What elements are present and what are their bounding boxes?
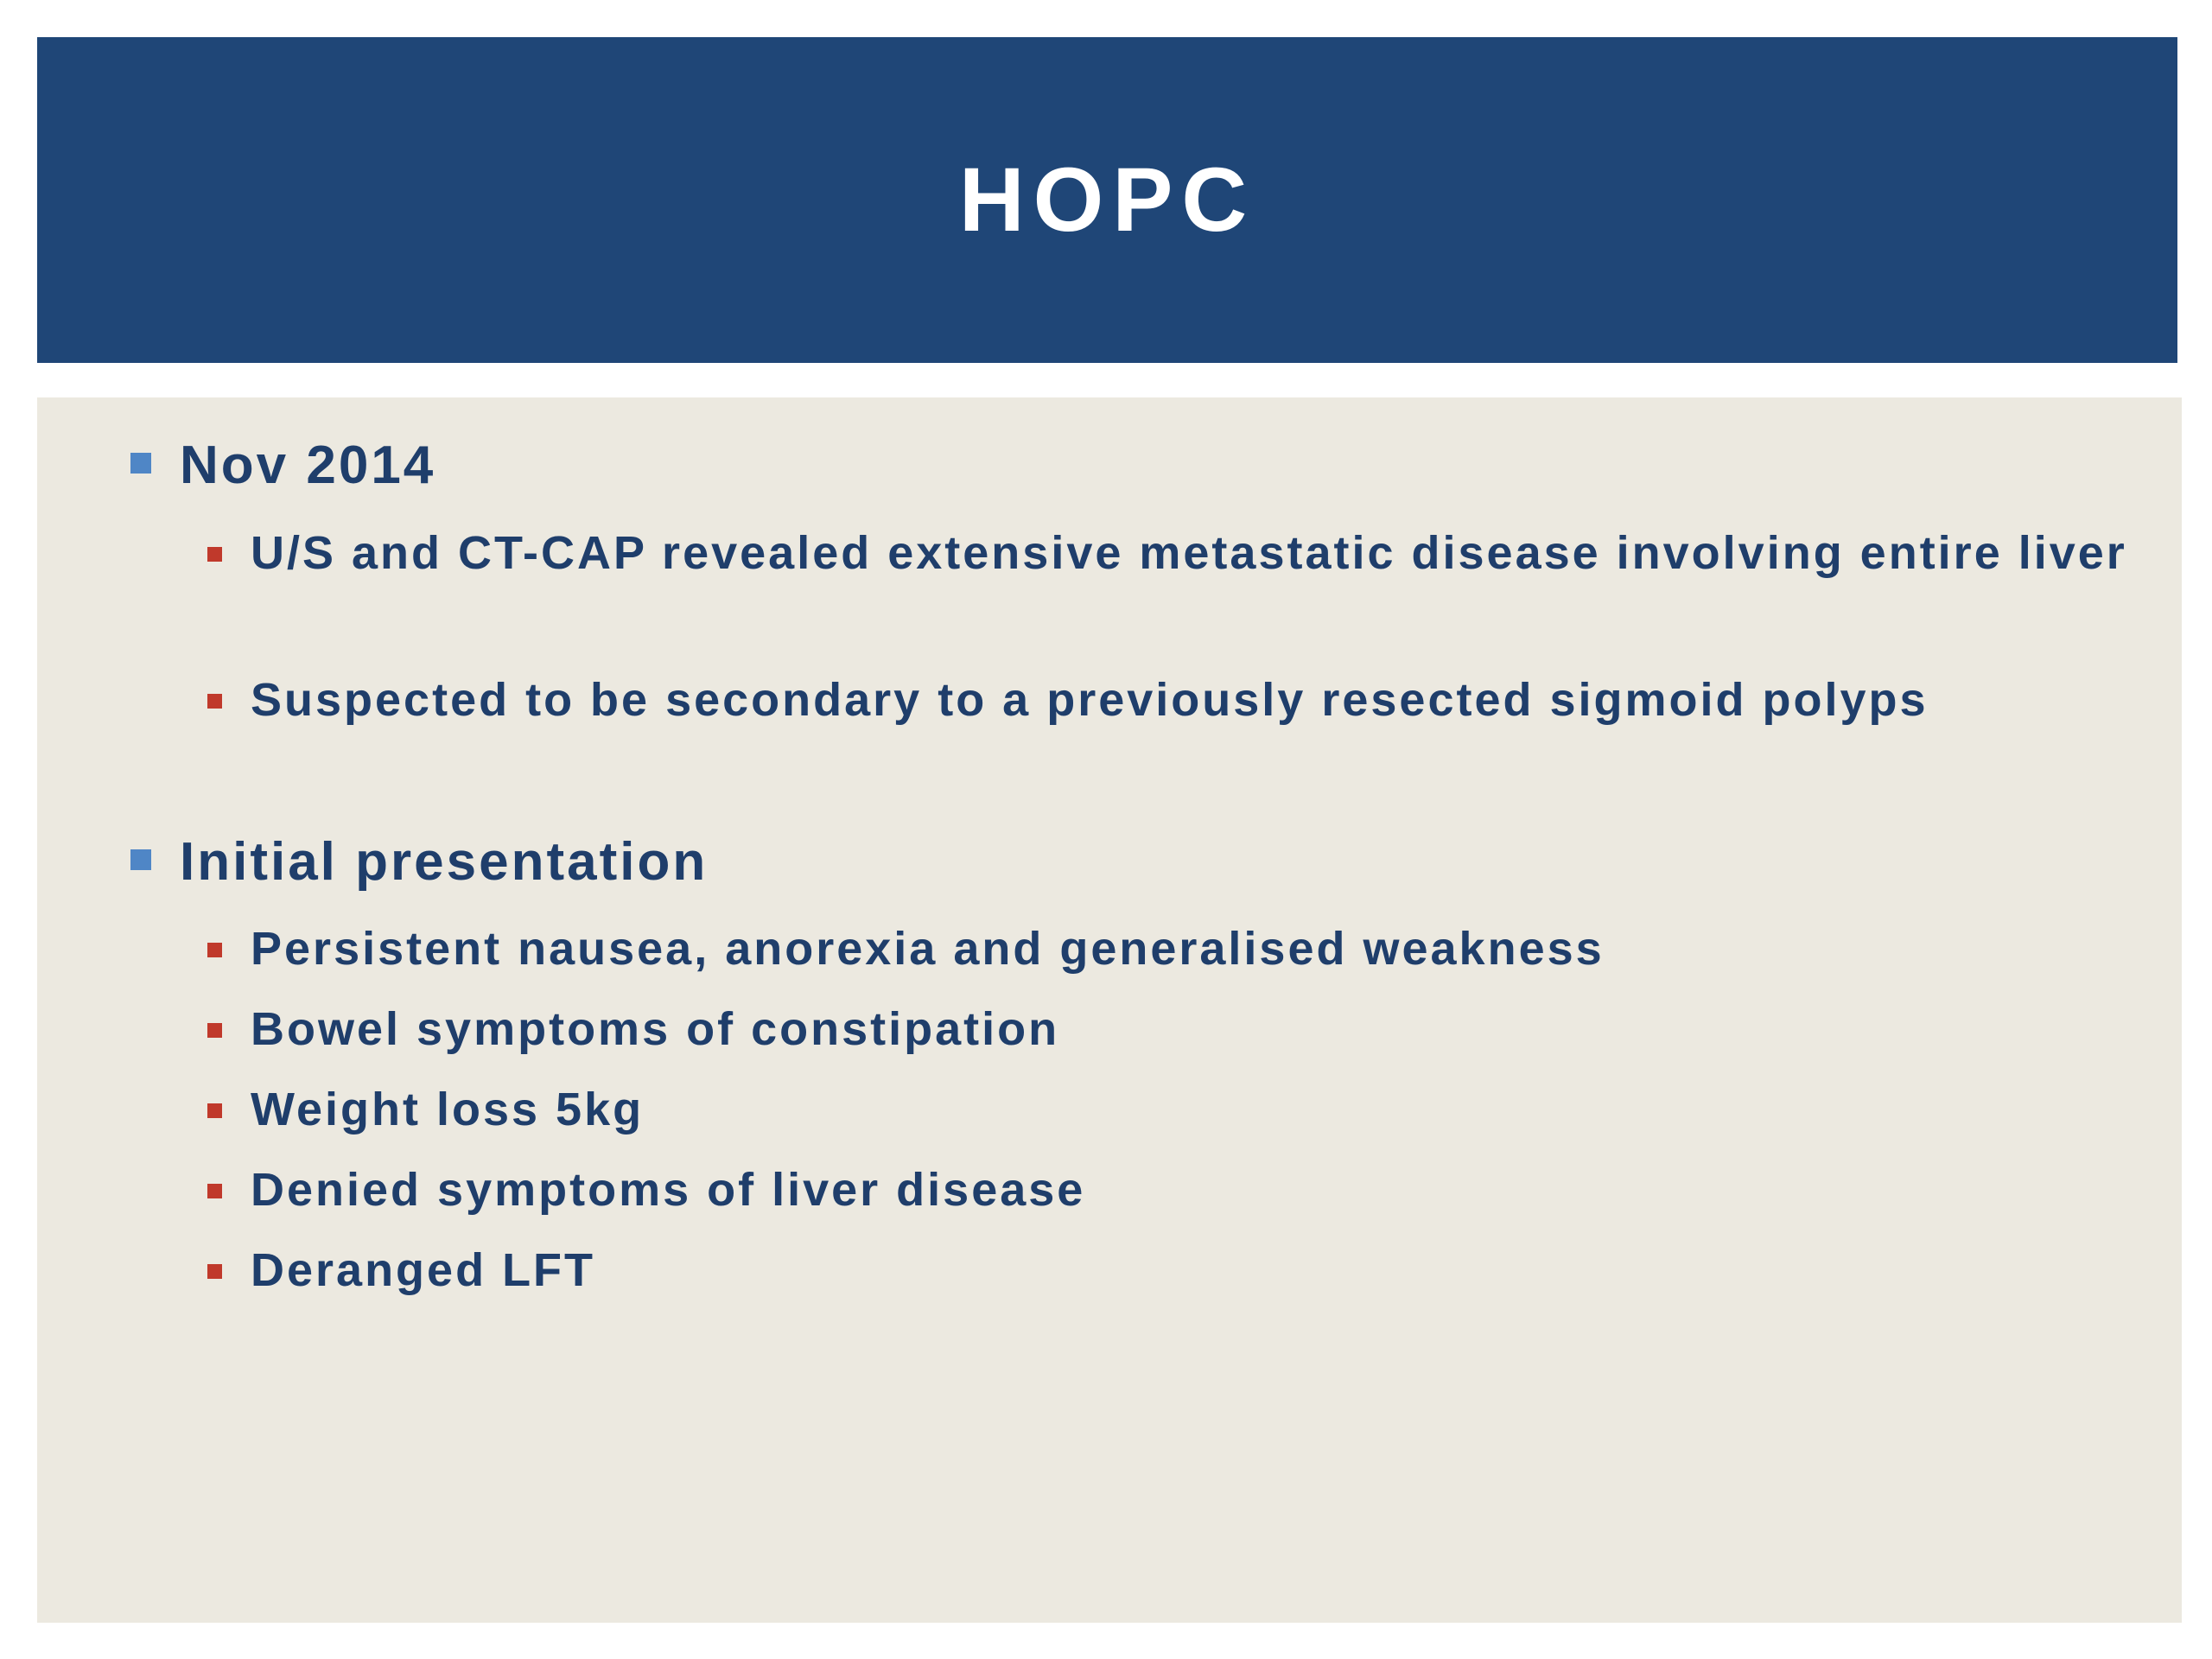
square-bullet-icon bbox=[207, 1023, 222, 1038]
square-bullet-icon bbox=[130, 453, 151, 474]
square-bullet-icon bbox=[207, 1103, 222, 1118]
title-band: HOPC bbox=[37, 37, 2177, 363]
square-bullet-icon bbox=[207, 694, 222, 709]
bullet-list: Nov 2014 U/S and CT-CAP revealed extensi… bbox=[37, 397, 2182, 1623]
section-heading-label: Nov 2014 bbox=[180, 435, 436, 495]
slide-title: HOPC bbox=[958, 149, 1256, 251]
list-item-label: Suspected to be secondary to a previousl… bbox=[251, 674, 1929, 726]
list-item-label: Denied symptoms of liver disease bbox=[251, 1164, 1086, 1216]
content-panel: Nov 2014 U/S and CT-CAP revealed extensi… bbox=[37, 397, 2182, 1623]
list-item-label: Bowel symptoms of constipation bbox=[251, 1003, 1060, 1055]
section-heading-label: Initial presentation bbox=[180, 832, 709, 892]
list-item-label: Weight loss 5kg bbox=[251, 1084, 645, 1135]
list-item-label: Deranged LFT bbox=[251, 1244, 596, 1296]
square-bullet-icon bbox=[207, 1184, 222, 1198]
list-item-label: U/S and CT-CAP revealed extensive metast… bbox=[251, 527, 2127, 579]
square-bullet-icon bbox=[130, 849, 151, 870]
list-item-label: Persistent nausea, anorexia and generali… bbox=[251, 923, 1605, 975]
square-bullet-icon bbox=[207, 943, 222, 957]
square-bullet-icon bbox=[207, 547, 222, 562]
square-bullet-icon bbox=[207, 1264, 222, 1279]
